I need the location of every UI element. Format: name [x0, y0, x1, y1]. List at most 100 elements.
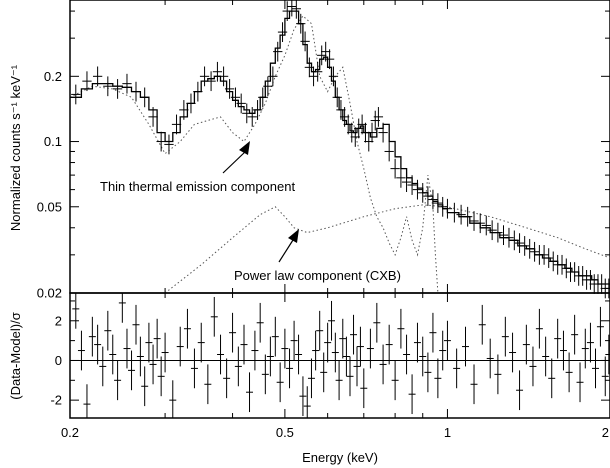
residual-point — [320, 352, 328, 393]
power-law-component-curve — [164, 204, 610, 294]
residual-point — [342, 336, 350, 377]
cxb-arrow-line — [278, 239, 294, 263]
spectrum-data-point — [339, 107, 350, 127]
residual-point — [149, 344, 157, 385]
spectrum-data-point — [277, 22, 288, 42]
residual-point — [88, 316, 96, 357]
residual-point — [462, 326, 469, 367]
spectrum-data-point — [442, 198, 453, 219]
residual-point — [453, 348, 461, 389]
spectrum-data-point — [282, 1, 292, 21]
spectrum-data-point — [569, 262, 580, 282]
residual-point — [281, 328, 289, 369]
residual-point — [586, 322, 594, 363]
spectrum-data-point — [438, 196, 448, 217]
residual-point — [183, 308, 191, 349]
residual-y-tick-label: 0 — [55, 353, 62, 368]
spectrum-data-point — [514, 233, 525, 253]
spectrum-ticks: 0.02 0.05 0.1 0.2 — [37, 0, 610, 301]
spectrum-data-point — [224, 79, 235, 99]
residual-y-tick-label: 2 — [55, 313, 62, 328]
spectrum-data-point — [122, 73, 132, 94]
residual-point — [316, 310, 324, 351]
residual-point — [439, 330, 447, 371]
spectrum-data-point — [291, 0, 301, 19]
spectrum-data-point — [212, 61, 223, 82]
spectrum-data-point — [252, 100, 263, 120]
residual-point — [251, 330, 259, 371]
residual-point — [548, 358, 556, 399]
spectrum-data-point — [321, 41, 331, 62]
spectrum-data-point — [557, 254, 567, 275]
residual-point — [118, 293, 126, 323]
residual-point — [478, 304, 486, 345]
thermal-component-curve — [69, 15, 439, 294]
spectrum-data-point — [199, 66, 210, 87]
residual-point — [303, 386, 311, 418]
spectrum-data-point — [296, 13, 306, 34]
spectrum-data-point — [401, 172, 412, 192]
cxb-annotation-text: Power law component (CXB) — [234, 268, 401, 283]
x-tick-label: 0.5 — [276, 425, 294, 440]
spectrum-data-point — [449, 202, 460, 223]
spectrum-data-point — [378, 122, 388, 143]
y-tick-label: 0.02 — [37, 286, 62, 301]
x-tick-label: 0.2 — [61, 425, 79, 440]
residual-point — [210, 296, 218, 337]
cxb-annotation: Power law component (CXB) — [234, 229, 401, 283]
residual-point — [403, 334, 411, 375]
residual-point — [286, 348, 294, 389]
residual-point — [109, 334, 117, 375]
residual-point — [276, 362, 284, 403]
spectrum-data-point — [475, 213, 485, 234]
spectrum-data-point — [604, 278, 610, 299]
residual-point — [145, 322, 153, 363]
residual-point — [509, 332, 517, 373]
residual-point — [312, 330, 320, 371]
data-layer — [71, 0, 610, 299]
residual-point — [141, 366, 149, 407]
residual-point — [605, 334, 610, 375]
spectrum-data-point — [171, 114, 182, 135]
residual-point — [83, 384, 91, 418]
spectrum-data-point — [82, 71, 92, 92]
thermal-arrow-head — [239, 141, 250, 155]
spectrum-data-point — [585, 270, 596, 290]
spectrum-data-point — [148, 107, 158, 127]
spectrum-data-point — [242, 103, 252, 124]
x-tick-label: 2 — [602, 425, 609, 440]
spectrum-data-point — [313, 61, 323, 82]
residual-point — [299, 376, 307, 417]
spectrum-data-point — [164, 134, 174, 155]
spectrum-data-point — [561, 258, 571, 279]
spectrum-data-point — [308, 66, 319, 87]
spectrum-data-point — [597, 274, 607, 294]
spectrum-data-point — [456, 204, 466, 225]
residual-point — [136, 336, 144, 377]
residual-point — [424, 352, 432, 393]
spectrum-data-point — [396, 168, 406, 188]
thermal-annotation: Thin thermal emission component — [100, 141, 295, 194]
residual-point — [535, 308, 543, 349]
model-layer — [69, 10, 610, 294]
residual-point — [356, 326, 364, 367]
residual-point — [408, 374, 416, 415]
spectrum-data-point — [193, 81, 203, 102]
residual-point — [385, 324, 393, 365]
spectrum-data-point — [525, 238, 535, 259]
residual-point — [72, 293, 80, 329]
residual-point — [94, 324, 102, 365]
y-tick-label: 0.1 — [44, 134, 62, 149]
spectrum-data-point — [487, 220, 497, 241]
spectrum-data-point — [367, 122, 377, 143]
residual-point — [271, 316, 279, 357]
spectrum-data-point — [481, 215, 491, 236]
residual-panel-frame — [69, 292, 610, 419]
total-model-line — [70, 10, 610, 289]
spectrum-data-point — [328, 66, 339, 87]
residual-point — [114, 360, 122, 401]
residual-point — [331, 332, 339, 373]
residual-point — [397, 308, 405, 349]
residual-point — [169, 380, 177, 418]
spectrum-data-point — [423, 186, 433, 207]
